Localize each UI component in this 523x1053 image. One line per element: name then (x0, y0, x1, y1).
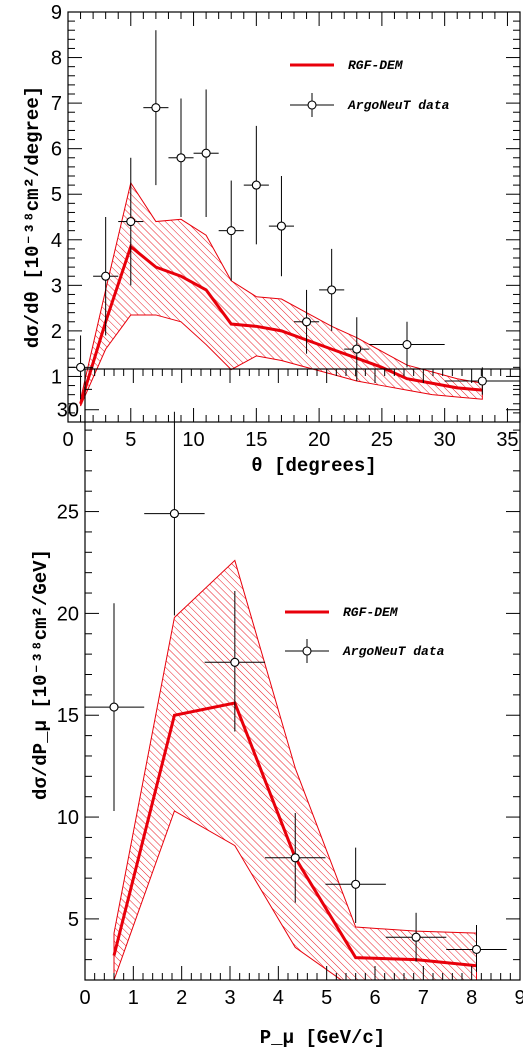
model-uncertainty-band (113, 559, 477, 980)
data-marker (471, 944, 482, 955)
y-tick-label: 1 (51, 366, 62, 388)
y-tick-label: 7 (51, 93, 62, 115)
data-marker (411, 932, 421, 942)
x-tick-label: 2 (176, 987, 187, 1009)
data-marker (477, 376, 487, 386)
data-marker (176, 153, 186, 163)
x-tick-label: 20 (308, 429, 330, 451)
x-tick-label: 5 (321, 987, 332, 1009)
y-tick-label: 9 (51, 2, 62, 24)
x-tick-label: 30 (434, 429, 456, 451)
x-tick-label: 9 (514, 987, 523, 1009)
x-tick-label: 25 (371, 429, 393, 451)
x-tick-label: 1 (128, 987, 139, 1009)
y-tick-label: 2 (51, 321, 62, 343)
data-marker (290, 853, 300, 863)
data-marker (226, 226, 236, 236)
legend-model-label: RGF-DEM (343, 605, 399, 620)
x-tick-label: 4 (273, 987, 284, 1009)
data-point (143, 30, 169, 186)
data-marker (201, 148, 211, 158)
x-tick-label: 15 (245, 429, 267, 451)
plot-area (68, 30, 520, 407)
data-marker (402, 340, 412, 350)
y-tick-label: 4 (51, 230, 62, 252)
data-point (369, 321, 445, 368)
data-point (144, 411, 205, 616)
data-point (204, 590, 266, 732)
x-tick-label: 35 (496, 429, 518, 451)
y-tick-label: 3 (51, 275, 62, 297)
theta-chart: 0 5 10 15 20 25 30 35 1 2 3 4 5 6 7 8 9 θ [degrees] dσ/dθ … (22, 2, 521, 477)
data-marker (230, 657, 240, 667)
data-point (168, 98, 194, 217)
data-marker (126, 217, 136, 227)
data-marker (327, 285, 337, 295)
legend-data-swatch (290, 93, 334, 117)
x-tick-label: 6 (369, 987, 380, 1009)
data-point (268, 176, 294, 277)
model-uncertainty-band (80, 181, 483, 407)
data-marker (352, 344, 362, 354)
y-axis-label: dσ/dP_μ [10⁻³⁸cm²/GeV] (30, 549, 52, 800)
data-point (446, 925, 507, 972)
y-tick-label: 25 (57, 502, 79, 524)
legend-model-label: RGF-DEM (348, 58, 404, 73)
x-axis-label: P_μ [GeV/c] (260, 1027, 385, 1049)
data-point (193, 89, 219, 217)
legend-data-label: ArgoNeuT data (347, 98, 450, 113)
data-point (265, 812, 326, 903)
data-marker (276, 221, 286, 231)
y-axis-label: dσ/dθ [10⁻³⁸cm²/degree] (22, 86, 44, 348)
data-point (344, 317, 370, 381)
data-point (243, 125, 269, 245)
legend-data-swatch (285, 639, 329, 663)
x-tick-label: 0 (79, 987, 90, 1009)
data-marker (251, 180, 261, 190)
y-tick-label: 30 (57, 400, 79, 422)
data-marker (302, 317, 312, 327)
x-tick-label: 0 (62, 429, 73, 451)
data-marker (76, 362, 86, 372)
x-tick-label: 3 (224, 987, 235, 1009)
data-point (444, 367, 520, 395)
data-marker (109, 702, 119, 712)
x-tick-label: 5 (125, 429, 136, 451)
data-point (319, 248, 345, 331)
legend-data-label: ArgoNeuT data (342, 644, 445, 659)
data-marker (101, 271, 111, 281)
x-tick-label: 7 (418, 987, 429, 1009)
y-tick-label: 15 (57, 705, 79, 727)
data-point (118, 157, 144, 286)
y-tick-label: 5 (68, 909, 79, 931)
x-tick-label: 8 (466, 987, 477, 1009)
data-point (85, 603, 145, 811)
data-point (93, 217, 119, 336)
y-tick-label: 6 (51, 139, 62, 161)
data-marker (169, 509, 179, 519)
legend: RGF-DEM ArgoNeuT data (285, 605, 445, 663)
model-line (79, 244, 483, 405)
data-point (325, 847, 386, 923)
data-marker (351, 879, 361, 889)
y-tick-label: 5 (51, 184, 62, 206)
data-point (294, 289, 320, 354)
legend: RGF-DEM ArgoNeuT data (290, 58, 450, 117)
data-marker (151, 103, 161, 113)
y-tick-label: 10 (57, 807, 79, 829)
y-tick-label: 20 (57, 603, 79, 625)
plot-area (85, 411, 507, 980)
x-tick-label: 10 (182, 429, 204, 451)
data-point (218, 180, 244, 281)
data-point (385, 912, 447, 962)
y-tick-label: 8 (51, 48, 62, 70)
x-axis-label: θ [degrees] (251, 455, 376, 477)
